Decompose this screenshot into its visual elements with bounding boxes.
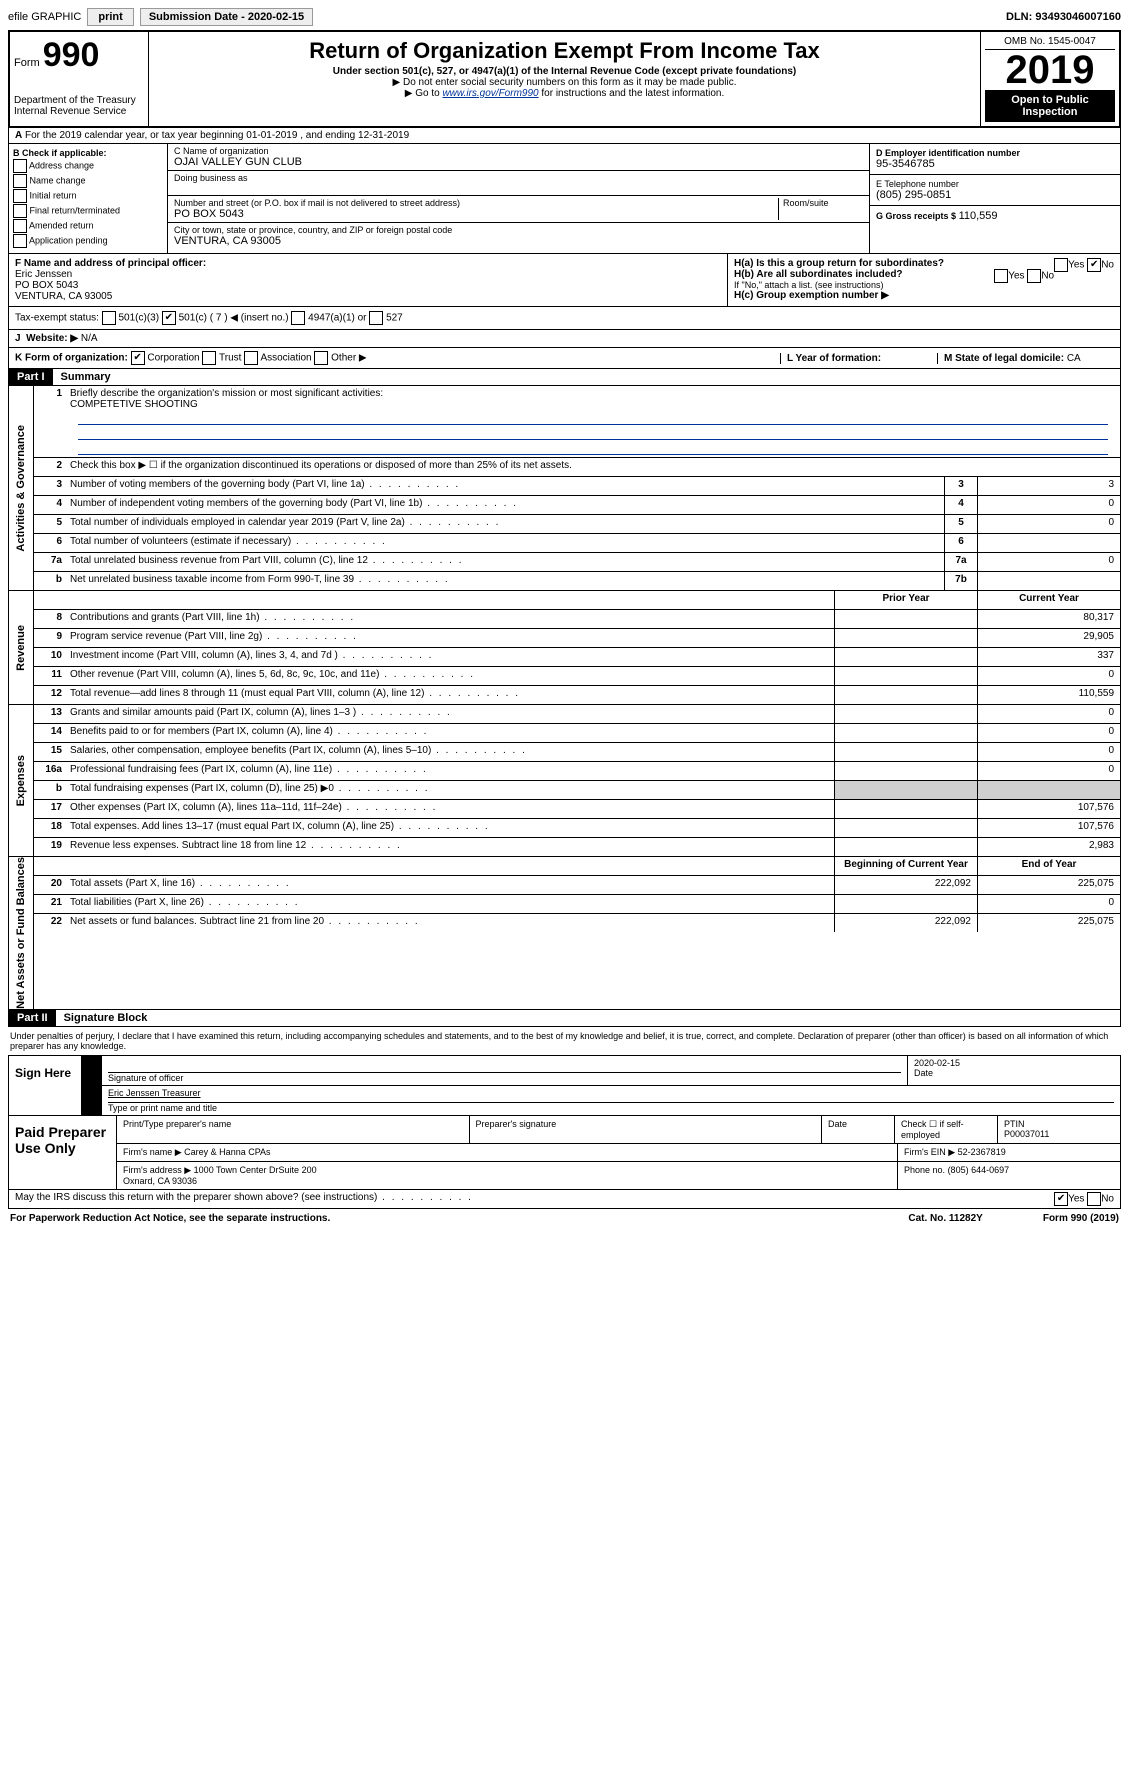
table-row: 9Program service revenue (Part VIII, lin… <box>34 629 1120 648</box>
table-row: 11Other revenue (Part VIII, column (A), … <box>34 667 1120 686</box>
vtab-governance: Activities & Governance <box>15 425 27 552</box>
tax-status-row: Tax-exempt status: 501(c)(3) 501(c) ( 7 … <box>8 307 1121 330</box>
box-c: C Name of organizationOJAI VALLEY GUN CL… <box>168 144 869 253</box>
paid-preparer-label: Paid Preparer Use Only <box>9 1116 117 1189</box>
table-row: 12Total revenue—add lines 8 through 11 (… <box>34 686 1120 704</box>
website-row: J Website: ▶ N/A <box>8 330 1121 348</box>
table-row: 6Total number of volunteers (estimate if… <box>34 534 1120 553</box>
expenses-section: Expenses 13Grants and similar amounts pa… <box>8 705 1121 857</box>
vtab-net: Net Assets or Fund Balances <box>15 857 27 1009</box>
toolbar: efile GRAPHIC print Submission Date - 20… <box>8 8 1121 26</box>
table-row: 20Total assets (Part X, line 16)222,0922… <box>34 876 1120 895</box>
box-h: H(a) Is this a group return for subordin… <box>728 254 1120 306</box>
table-row: 18Total expenses. Add lines 13–17 (must … <box>34 819 1120 838</box>
department: Department of the Treasury Internal Reve… <box>14 95 144 117</box>
table-row: 19Revenue less expenses. Subtract line 1… <box>34 838 1120 856</box>
print-button[interactable]: print <box>87 8 133 26</box>
klm-row: K Form of organization: Corporation Trus… <box>8 348 1121 369</box>
form-header: Form 990 Department of the Treasury Inte… <box>8 30 1121 128</box>
box-b: B Check if applicable: Address change Na… <box>9 144 168 253</box>
form-subtitle: Under section 501(c), 527, or 4947(a)(1)… <box>153 66 976 77</box>
netassets-section: Net Assets or Fund Balances Beginning of… <box>8 857 1121 1010</box>
table-row: 16aProfessional fundraising fees (Part I… <box>34 762 1120 781</box>
vtab-revenue: Revenue <box>15 625 27 671</box>
table-row: 21Total liabilities (Part X, line 26)0 <box>34 895 1120 914</box>
perjury-text: Under penalties of perjury, I declare th… <box>8 1027 1121 1055</box>
discuss-row: May the IRS discuss this return with the… <box>8 1190 1121 1209</box>
open-public: Open to Public Inspection <box>985 90 1115 122</box>
part2-header: Part IISignature Block <box>8 1010 1121 1027</box>
arrow-icon <box>82 1086 102 1115</box>
form-title: Return of Organization Exempt From Incom… <box>153 38 976 64</box>
org-name: OJAI VALLEY GUN CLUB <box>174 156 302 168</box>
phone: (805) 295-0851 <box>876 189 951 201</box>
table-row: 3Number of voting members of the governi… <box>34 477 1120 496</box>
form-note2: ▶ Go to www.irs.gov/Form990 for instruct… <box>153 88 976 99</box>
form-number: Form 990 <box>14 36 144 75</box>
submission-date: Submission Date - 2020-02-15 <box>140 8 313 26</box>
table-row: 10Investment income (Part VIII, column (… <box>34 648 1120 667</box>
ein: 95-3546785 <box>876 158 935 170</box>
table-row: bNet unrelated business taxable income f… <box>34 572 1120 590</box>
table-row: 8Contributions and grants (Part VIII, li… <box>34 610 1120 629</box>
preparer-block: Paid Preparer Use Only Print/Type prepar… <box>8 1116 1121 1190</box>
table-row: 22Net assets or fund balances. Subtract … <box>34 914 1120 932</box>
page-footer: For Paperwork Reduction Act Notice, see … <box>8 1209 1121 1228</box>
table-row: 13Grants and similar amounts paid (Part … <box>34 705 1120 724</box>
sign-block: Sign Here Signature of officer 2020-02-1… <box>8 1055 1121 1116</box>
revenue-section: Revenue Prior YearCurrent Year 8Contribu… <box>8 591 1121 705</box>
irs-link[interactable]: www.irs.gov/Form990 <box>442 88 538 99</box>
entity-block: B Check if applicable: Address change Na… <box>8 144 1121 254</box>
vtab-expenses: Expenses <box>15 755 27 806</box>
dln: DLN: 93493046007160 <box>1006 11 1121 23</box>
gross-receipts: 110,559 <box>959 210 998 222</box>
tax-year: 2019 <box>985 50 1115 90</box>
sign-here-label: Sign Here <box>9 1056 82 1115</box>
table-row: bTotal fundraising expenses (Part IX, co… <box>34 781 1120 800</box>
table-row: 5Total number of individuals employed in… <box>34 515 1120 534</box>
table-row: 7aTotal unrelated business revenue from … <box>34 553 1120 572</box>
form-note1: ▶ Do not enter social security numbers o… <box>153 77 976 88</box>
table-row: 17Other expenses (Part IX, column (A), l… <box>34 800 1120 819</box>
section-a: A For the 2019 calendar year, or tax yea… <box>8 128 1121 144</box>
arrow-icon <box>82 1056 102 1085</box>
table-row: 14Benefits paid to or for members (Part … <box>34 724 1120 743</box>
part1-header: Part ISummary <box>8 369 1121 386</box>
box-deg: D Employer identification number95-35467… <box>869 144 1120 253</box>
efile-label: efile GRAPHIC <box>8 11 81 23</box>
table-row: 4Number of independent voting members of… <box>34 496 1120 515</box>
officer-group-block: F Name and address of principal officer:… <box>8 254 1121 307</box>
table-row: 15Salaries, other compensation, employee… <box>34 743 1120 762</box>
box-f: F Name and address of principal officer:… <box>9 254 728 306</box>
governance-section: Activities & Governance 1Briefly describ… <box>8 386 1121 591</box>
